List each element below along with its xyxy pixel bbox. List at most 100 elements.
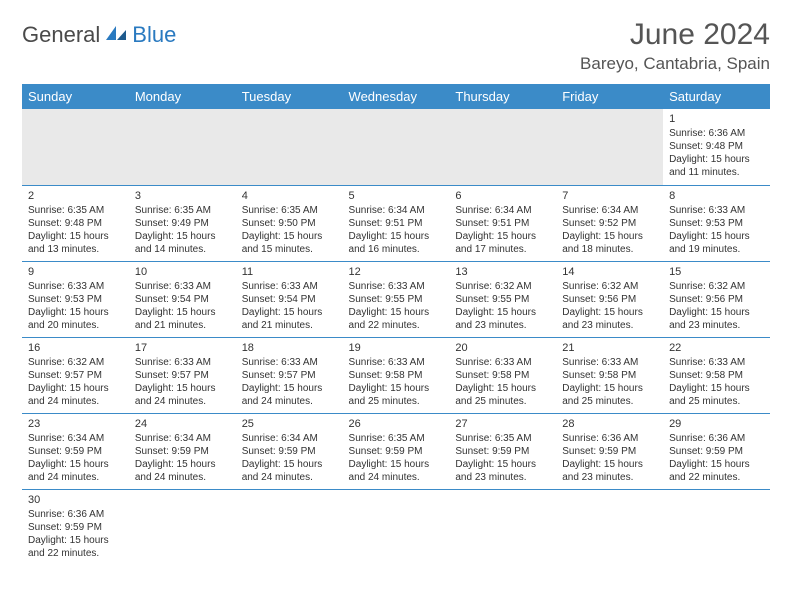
empty-cell <box>556 109 663 185</box>
weekday-header: Wednesday <box>343 84 450 109</box>
sunset-text: Sunset: 9:56 PM <box>669 293 764 306</box>
day-cell: 28Sunrise: 6:36 AMSunset: 9:59 PMDayligh… <box>556 413 663 489</box>
sunrise-text: Sunrise: 6:34 AM <box>455 204 550 217</box>
day-cell: 16Sunrise: 6:32 AMSunset: 9:57 PMDayligh… <box>22 337 129 413</box>
sunrise-text: Sunrise: 6:36 AM <box>28 508 123 521</box>
sunrise-text: Sunrise: 6:35 AM <box>455 432 550 445</box>
daylight-text: and 11 minutes. <box>669 166 764 179</box>
day-number: 17 <box>135 341 230 355</box>
day-cell: 5Sunrise: 6:34 AMSunset: 9:51 PMDaylight… <box>343 185 450 261</box>
empty-cell <box>343 489 450 565</box>
daylight-text: and 23 minutes. <box>669 319 764 332</box>
daylight-text: and 23 minutes. <box>455 471 550 484</box>
week-row: 1Sunrise: 6:36 AMSunset: 9:48 PMDaylight… <box>22 109 770 185</box>
sunset-text: Sunset: 9:55 PM <box>455 293 550 306</box>
daylight-text: and 19 minutes. <box>669 243 764 256</box>
daylight-text: and 24 minutes. <box>28 395 123 408</box>
sunrise-text: Sunrise: 6:34 AM <box>242 432 337 445</box>
daylight-text: and 24 minutes. <box>135 395 230 408</box>
empty-cell <box>236 109 343 185</box>
day-cell: 23Sunrise: 6:34 AMSunset: 9:59 PMDayligh… <box>22 413 129 489</box>
sunset-text: Sunset: 9:57 PM <box>28 369 123 382</box>
daylight-text: and 24 minutes. <box>135 471 230 484</box>
sunrise-text: Sunrise: 6:32 AM <box>669 280 764 293</box>
empty-cell <box>449 489 556 565</box>
logo-text-blue: Blue <box>132 22 176 48</box>
sunrise-text: Sunrise: 6:33 AM <box>242 280 337 293</box>
daylight-text: Daylight: 15 hours <box>669 458 764 471</box>
daylight-text: Daylight: 15 hours <box>349 306 444 319</box>
day-cell: 30Sunrise: 6:36 AMSunset: 9:59 PMDayligh… <box>22 489 129 565</box>
sunset-text: Sunset: 9:59 PM <box>562 445 657 458</box>
day-cell: 10Sunrise: 6:33 AMSunset: 9:54 PMDayligh… <box>129 261 236 337</box>
sunrise-text: Sunrise: 6:35 AM <box>349 432 444 445</box>
sunset-text: Sunset: 9:59 PM <box>28 521 123 534</box>
empty-cell <box>343 109 450 185</box>
day-number: 29 <box>669 417 764 431</box>
day-cell: 4Sunrise: 6:35 AMSunset: 9:50 PMDaylight… <box>236 185 343 261</box>
sunrise-text: Sunrise: 6:34 AM <box>562 204 657 217</box>
day-number: 1 <box>669 112 764 126</box>
daylight-text: and 22 minutes. <box>28 547 123 560</box>
month-title: June 2024 <box>580 18 770 52</box>
day-cell: 12Sunrise: 6:33 AMSunset: 9:55 PMDayligh… <box>343 261 450 337</box>
logo-text-general: General <box>22 22 100 48</box>
sunrise-text: Sunrise: 6:32 AM <box>455 280 550 293</box>
day-number: 15 <box>669 265 764 279</box>
sunset-text: Sunset: 9:58 PM <box>562 369 657 382</box>
daylight-text: Daylight: 15 hours <box>669 306 764 319</box>
weekday-header: Monday <box>129 84 236 109</box>
daylight-text: Daylight: 15 hours <box>28 306 123 319</box>
sunrise-text: Sunrise: 6:36 AM <box>562 432 657 445</box>
day-cell: 8Sunrise: 6:33 AMSunset: 9:53 PMDaylight… <box>663 185 770 261</box>
day-cell: 3Sunrise: 6:35 AMSunset: 9:49 PMDaylight… <box>129 185 236 261</box>
day-cell: 15Sunrise: 6:32 AMSunset: 9:56 PMDayligh… <box>663 261 770 337</box>
sunset-text: Sunset: 9:50 PM <box>242 217 337 230</box>
day-number: 3 <box>135 189 230 203</box>
daylight-text: and 21 minutes. <box>242 319 337 332</box>
sunrise-text: Sunrise: 6:33 AM <box>349 356 444 369</box>
sunset-text: Sunset: 9:56 PM <box>562 293 657 306</box>
daylight-text: Daylight: 15 hours <box>455 458 550 471</box>
day-cell: 26Sunrise: 6:35 AMSunset: 9:59 PMDayligh… <box>343 413 450 489</box>
day-cell: 2Sunrise: 6:35 AMSunset: 9:48 PMDaylight… <box>22 185 129 261</box>
day-number: 26 <box>349 417 444 431</box>
empty-cell <box>663 489 770 565</box>
day-number: 4 <box>242 189 337 203</box>
day-number: 19 <box>349 341 444 355</box>
daylight-text: Daylight: 15 hours <box>28 230 123 243</box>
daylight-text: Daylight: 15 hours <box>562 382 657 395</box>
daylight-text: and 25 minutes. <box>562 395 657 408</box>
sunrise-text: Sunrise: 6:33 AM <box>455 356 550 369</box>
logo: General Blue <box>22 22 176 48</box>
sunset-text: Sunset: 9:51 PM <box>349 217 444 230</box>
day-number: 5 <box>349 189 444 203</box>
sunset-text: Sunset: 9:59 PM <box>28 445 123 458</box>
day-cell: 17Sunrise: 6:33 AMSunset: 9:57 PMDayligh… <box>129 337 236 413</box>
daylight-text: and 25 minutes. <box>349 395 444 408</box>
weekday-header: Tuesday <box>236 84 343 109</box>
sunset-text: Sunset: 9:48 PM <box>28 217 123 230</box>
daylight-text: Daylight: 15 hours <box>669 153 764 166</box>
sunrise-text: Sunrise: 6:33 AM <box>669 204 764 217</box>
sunrise-text: Sunrise: 6:34 AM <box>28 432 123 445</box>
daylight-text: Daylight: 15 hours <box>135 458 230 471</box>
daylight-text: and 22 minutes. <box>349 319 444 332</box>
sunset-text: Sunset: 9:58 PM <box>669 369 764 382</box>
daylight-text: and 25 minutes. <box>669 395 764 408</box>
daylight-text: and 16 minutes. <box>349 243 444 256</box>
day-cell: 14Sunrise: 6:32 AMSunset: 9:56 PMDayligh… <box>556 261 663 337</box>
sunrise-text: Sunrise: 6:32 AM <box>28 356 123 369</box>
sail-icon <box>104 24 128 47</box>
empty-cell <box>129 489 236 565</box>
daylight-text: and 23 minutes. <box>562 471 657 484</box>
sunset-text: Sunset: 9:59 PM <box>135 445 230 458</box>
day-number: 21 <box>562 341 657 355</box>
sunset-text: Sunset: 9:48 PM <box>669 140 764 153</box>
weekday-header-row: Sunday Monday Tuesday Wednesday Thursday… <box>22 84 770 109</box>
empty-cell <box>129 109 236 185</box>
daylight-text: and 25 minutes. <box>455 395 550 408</box>
day-number: 14 <box>562 265 657 279</box>
daylight-text: and 24 minutes. <box>242 395 337 408</box>
week-row: 16Sunrise: 6:32 AMSunset: 9:57 PMDayligh… <box>22 337 770 413</box>
